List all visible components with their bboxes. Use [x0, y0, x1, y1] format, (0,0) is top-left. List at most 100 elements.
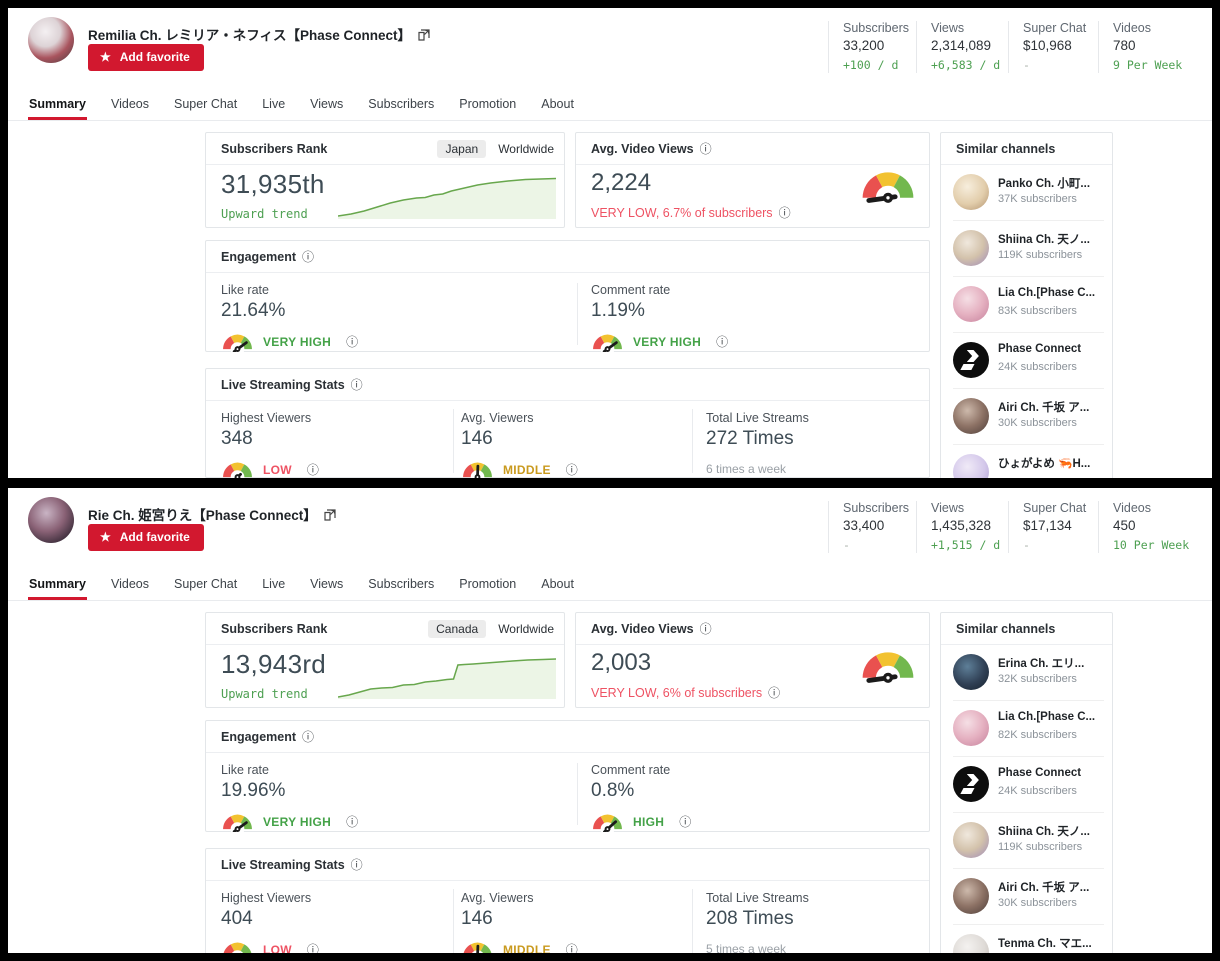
similar-channel-row[interactable]: ひょがよめ 🦐H... [953, 444, 1104, 478]
streams-per-week-note: 5 times a week [706, 942, 787, 953]
level-label: HIGH [633, 814, 665, 829]
similar-channel-row[interactable]: Shiina Ch. 天ノ... 119K subscribers [953, 812, 1104, 868]
live-streaming-stats-card: Live Streaming Stats Highest Viewers 348… [205, 368, 930, 478]
info-icon[interactable] [346, 333, 358, 350]
tab-videos[interactable]: Videos [110, 577, 149, 591]
info-icon[interactable] [700, 140, 712, 157]
tab-live[interactable]: Live [262, 97, 286, 111]
external-link-icon[interactable] [324, 509, 336, 524]
add-favorite-button[interactable]: Add favorite [88, 524, 204, 551]
tab-super-chat[interactable]: Super Chat [173, 577, 238, 591]
stat-delta: +6,583 / d [931, 58, 1001, 72]
tab-promotion[interactable]: Promotion [459, 97, 517, 111]
tab-live[interactable]: Live [262, 577, 286, 591]
level-label: VERY HIGH [263, 814, 332, 829]
card-header: Similar channels [941, 613, 1112, 645]
channel-title: Remilia Ch. レミリア・ネフィス【Phase Connect】 [88, 24, 430, 44]
channel-panel-remilia: Remilia Ch. レミリア・ネフィス【Phase Connect】 Add… [8, 8, 1212, 478]
tab-about[interactable]: About [541, 577, 574, 591]
tab-subscribers[interactable]: Subscribers [368, 97, 435, 111]
highest-viewers-metric: Highest Viewers 404 LOW [221, 891, 319, 953]
avatar [953, 286, 989, 322]
similar-channel-row[interactable]: Airi Ch. 千坂 ア... 30K subscribers [953, 388, 1104, 444]
region-worldwide[interactable]: Worldwide [498, 621, 554, 636]
region-worldwide[interactable]: Worldwide [498, 141, 554, 156]
similar-channel-row[interactable]: Phase Connect 24K subscribers [953, 756, 1104, 812]
info-icon[interactable] [679, 813, 691, 830]
tab-summary[interactable]: Summary [28, 572, 87, 600]
stat-delta: - [1023, 58, 1030, 72]
info-icon[interactable] [302, 728, 314, 745]
info-icon[interactable] [566, 461, 578, 478]
stat-delta: - [1023, 538, 1030, 552]
info-icon[interactable] [307, 461, 319, 478]
card-title: Similar channels [956, 621, 1056, 636]
card-title: Live Streaming Stats [221, 377, 345, 392]
info-icon[interactable] [307, 941, 319, 953]
region-selected[interactable]: Canada [428, 619, 487, 638]
info-icon[interactable] [716, 333, 728, 350]
similar-channel-row[interactable]: Lia Ch.[Phase C... 83K subscribers [953, 276, 1104, 332]
similar-channel-row[interactable]: Airi Ch. 千坂 ア... 30K subscribers [953, 868, 1104, 924]
info-icon[interactable] [351, 856, 363, 873]
avg-viewers-metric: Avg. Viewers 146 MIDDLE [461, 411, 578, 478]
tab-promotion[interactable]: Promotion [459, 577, 517, 591]
info-icon[interactable] [779, 204, 791, 221]
total-live-streams-metric: Total Live Streams 208 Times 5 times a w… [706, 891, 809, 953]
gauge-icon [461, 459, 494, 478]
gauge-icon [859, 166, 917, 210]
card-header: Similar channels [941, 133, 1112, 165]
stat-delta: - [843, 538, 850, 552]
card-title: Engagement [221, 729, 297, 744]
region-selected[interactable]: Japan [437, 139, 487, 158]
tab-videos[interactable]: Videos [110, 97, 149, 111]
tab-summary[interactable]: Summary [28, 92, 87, 120]
channel-title: Rie Ch. 姫宮りえ【Phase Connect】 [88, 504, 336, 524]
live-streaming-stats-card: Live Streaming Stats Highest Viewers 404… [205, 848, 930, 953]
star-icon [100, 530, 111, 544]
channel-avatar [28, 17, 74, 63]
gauge-icon [859, 646, 917, 690]
gauge-icon [221, 939, 254, 953]
tab-views[interactable]: Views [310, 97, 344, 111]
level-label: MIDDLE [503, 462, 551, 477]
level-label: MIDDLE [503, 942, 551, 954]
external-link-icon[interactable] [418, 29, 430, 44]
like-rate-metric: Like rate 19.96% VERY HIGH [221, 763, 358, 836]
similar-channels-card: Similar channels Panko Ch. 小町... 37K sub… [940, 132, 1113, 478]
stat-delta: +1,515 / d [931, 538, 1001, 552]
comment-rate-metric: Comment rate 0.8% HIGH [591, 763, 691, 836]
card-header: Subscribers Rank Canada Worldwide [206, 613, 564, 645]
subscribers-rank-card: Subscribers Rank Japan Worldwide 31,935t… [205, 132, 565, 228]
region-toggle: Japan Worldwide [437, 139, 554, 158]
add-favorite-button[interactable]: Add favorite [88, 44, 204, 71]
info-icon[interactable] [700, 620, 712, 637]
rank-trend-chart [338, 173, 556, 219]
level-label: LOW [263, 942, 292, 954]
card-title: Subscribers Rank [221, 141, 328, 156]
similar-channel-row[interactable]: Panko Ch. 小町... 37K subscribers [953, 165, 1104, 220]
card-title: Subscribers Rank [221, 621, 328, 636]
similar-channel-row[interactable]: Phase Connect 24K subscribers [953, 332, 1104, 388]
similar-channel-row[interactable]: Lia Ch.[Phase C... 82K subscribers [953, 700, 1104, 756]
nav-tabs: Summary Videos Super Chat Live Views Sub… [8, 92, 1212, 121]
gauge-icon [591, 811, 624, 836]
tab-super-chat[interactable]: Super Chat [173, 97, 238, 111]
similar-channel-row[interactable]: Erina Ch. エリ... 32K subscribers [953, 645, 1104, 700]
info-icon[interactable] [566, 941, 578, 953]
tab-views[interactable]: Views [310, 577, 344, 591]
tab-about[interactable]: About [541, 97, 574, 111]
gauge-icon [221, 459, 254, 478]
info-icon[interactable] [768, 684, 780, 701]
stat-views: Views 1,435,328 +1,515 / d [916, 501, 1017, 553]
divider [577, 763, 578, 825]
similar-channel-row[interactable]: Shiina Ch. 天ノ... 119K subscribers [953, 220, 1104, 276]
info-icon[interactable] [351, 376, 363, 393]
similar-channel-row[interactable]: Tenma Ch. マエ... [953, 924, 1104, 953]
tab-subscribers[interactable]: Subscribers [368, 577, 435, 591]
info-icon[interactable] [346, 813, 358, 830]
avg-video-views-card: Avg. Video Views 2,224 VERY LOW, 6.7% of… [575, 132, 930, 228]
info-icon[interactable] [302, 248, 314, 265]
rank-value: 13,943rd [221, 649, 327, 679]
card-header: Avg. Video Views [576, 613, 929, 645]
